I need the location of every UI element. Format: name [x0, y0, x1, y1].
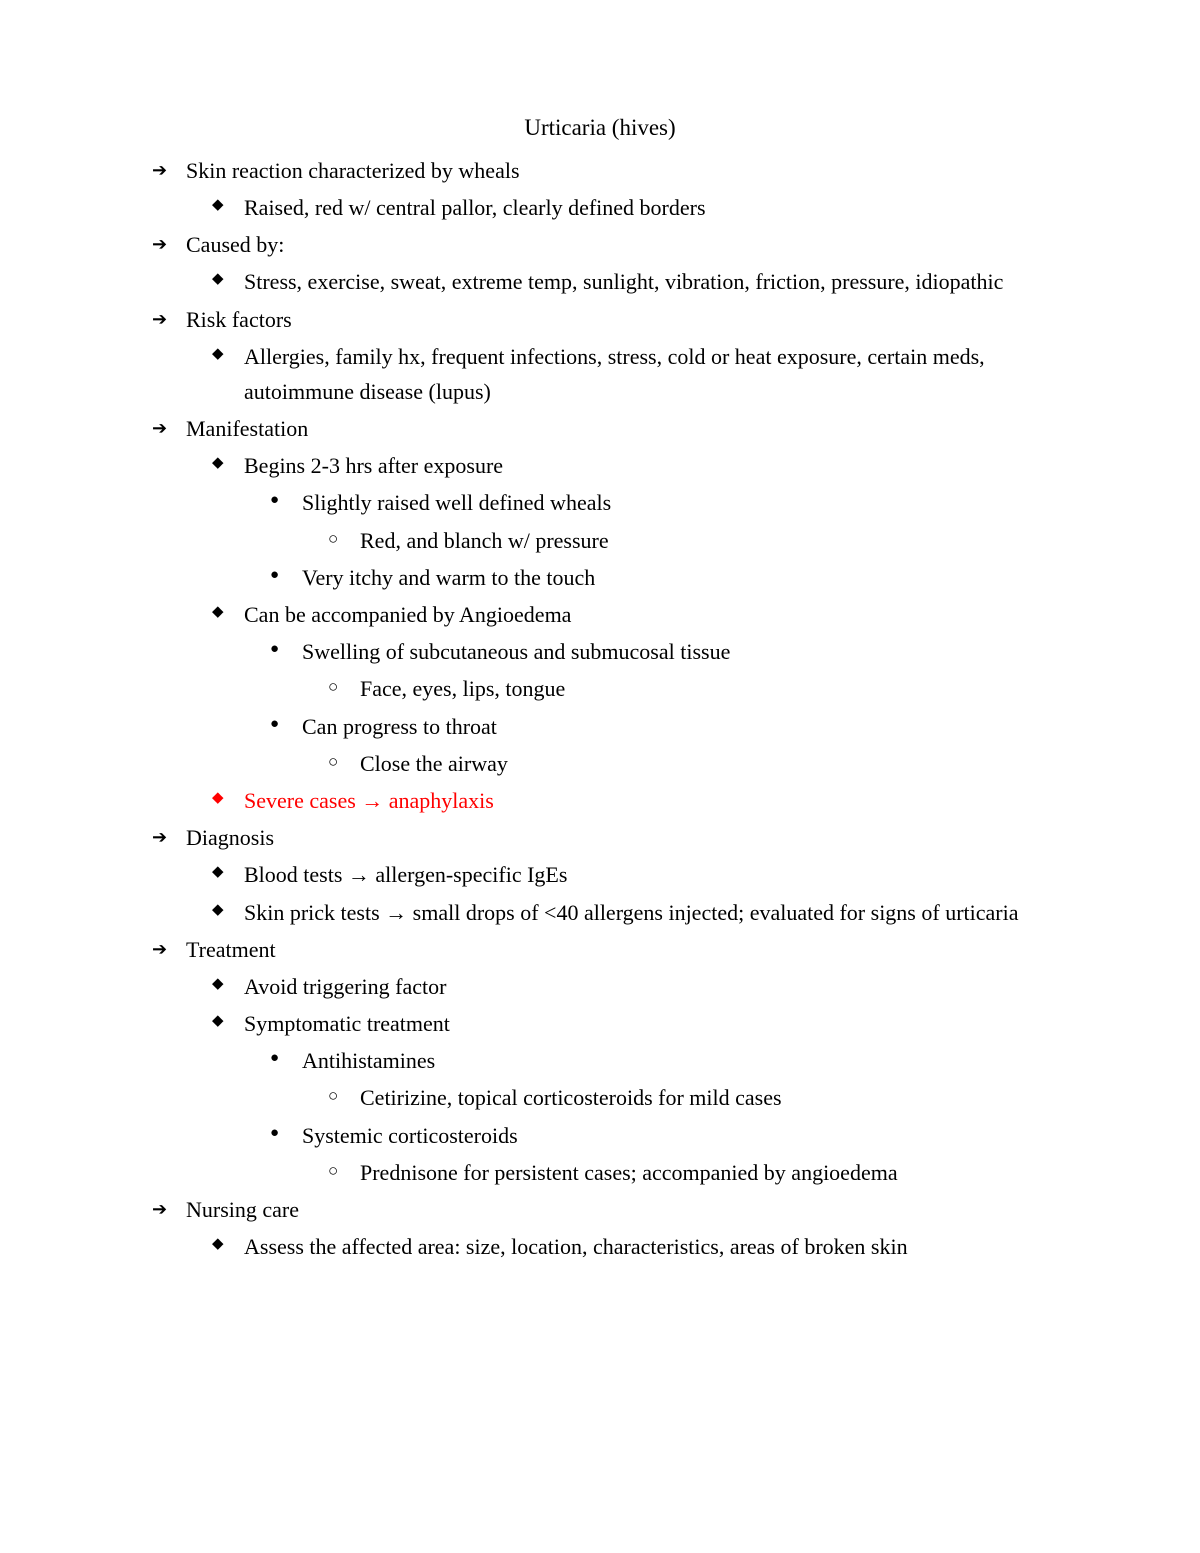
item-text: Risk factors [186, 307, 292, 332]
list-item: Treatment [150, 932, 1050, 967]
item-text: Prednisone for persistent cases; accompa… [360, 1160, 898, 1185]
item-text: Stress, exercise, sweat, extreme temp, s… [244, 269, 1003, 294]
item-text: Close the airway [360, 751, 508, 776]
item-text: Treatment [186, 937, 276, 962]
list-item: Allergies, family hx, frequent infection… [208, 339, 1050, 409]
item-text: Face, eyes, lips, tongue [360, 676, 565, 701]
item-text: Slightly raised well defined wheals [302, 490, 611, 515]
item-text: Can progress to throat [302, 714, 497, 739]
item-text: Can be accompanied by Angioedema [244, 602, 571, 627]
list-item: Manifestation [150, 411, 1050, 446]
list-item: Begins 2-3 hrs after exposure [208, 448, 1050, 483]
item-text: Severe cases → anaphylaxis [244, 788, 494, 813]
list-item: Symptomatic treatment [208, 1006, 1050, 1041]
item-text: Red, and blanch w/ pressure [360, 528, 609, 553]
list-item: Caused by: [150, 227, 1050, 262]
list-item: Stress, exercise, sweat, extreme temp, s… [208, 264, 1050, 299]
list-item-highlight: Severe cases → anaphylaxis [208, 783, 1050, 818]
item-text: Blood tests → allergen-specific IgEs [244, 862, 567, 887]
list-item: Diagnosis [150, 820, 1050, 855]
item-text: Cetirizine, topical corticosteroids for … [360, 1085, 782, 1110]
item-text: Very itchy and warm to the touch [302, 565, 595, 590]
list-item: Antihistamines [266, 1043, 1050, 1078]
list-item: Close the airway [324, 746, 1050, 781]
list-item: Can progress to throat [266, 709, 1050, 744]
item-text: Raised, red w/ central pallor, clearly d… [244, 195, 706, 220]
list-item: Red, and blanch w/ pressure [324, 523, 1050, 558]
list-item: Assess the affected area: size, location… [208, 1229, 1050, 1264]
list-item: Very itchy and warm to the touch [266, 560, 1050, 595]
list-item: Face, eyes, lips, tongue [324, 671, 1050, 706]
list-item: Slightly raised well defined wheals [266, 485, 1050, 520]
outline-list: Skin reaction characterized by wheals Ra… [150, 153, 1050, 1265]
list-item: Skin reaction characterized by wheals [150, 153, 1050, 188]
item-text: Assess the affected area: size, location… [244, 1234, 908, 1259]
list-item: Blood tests → allergen-specific IgEs [208, 857, 1050, 892]
list-item: Avoid triggering factor [208, 969, 1050, 1004]
document-page: Urticaria (hives) Skin reaction characte… [0, 0, 1200, 1553]
item-text: Diagnosis [186, 825, 274, 850]
list-item: Nursing care [150, 1192, 1050, 1227]
item-text: Systemic corticosteroids [302, 1123, 518, 1148]
item-text: Antihistamines [302, 1048, 435, 1073]
item-text: Caused by: [186, 232, 284, 257]
item-text: Begins 2-3 hrs after exposure [244, 453, 503, 478]
item-text: Swelling of subcutaneous and submucosal … [302, 639, 730, 664]
list-item: Systemic corticosteroids [266, 1118, 1050, 1153]
item-text: Symptomatic treatment [244, 1011, 450, 1036]
list-item: Raised, red w/ central pallor, clearly d… [208, 190, 1050, 225]
item-text: Manifestation [186, 416, 308, 441]
item-text: Skin prick tests → small drops of <40 al… [244, 900, 1018, 925]
list-item: Cetirizine, topical corticosteroids for … [324, 1080, 1050, 1115]
item-text: Nursing care [186, 1197, 299, 1222]
list-item: Risk factors [150, 302, 1050, 337]
document-title: Urticaria (hives) [150, 110, 1050, 147]
list-item: Can be accompanied by Angioedema [208, 597, 1050, 632]
list-item: Swelling of subcutaneous and submucosal … [266, 634, 1050, 669]
item-text: Avoid triggering factor [244, 974, 446, 999]
list-item: Prednisone for persistent cases; accompa… [324, 1155, 1050, 1190]
item-text: Allergies, family hx, frequent infection… [244, 344, 985, 404]
item-text: Skin reaction characterized by wheals [186, 158, 520, 183]
list-item: Skin prick tests → small drops of <40 al… [208, 895, 1050, 930]
